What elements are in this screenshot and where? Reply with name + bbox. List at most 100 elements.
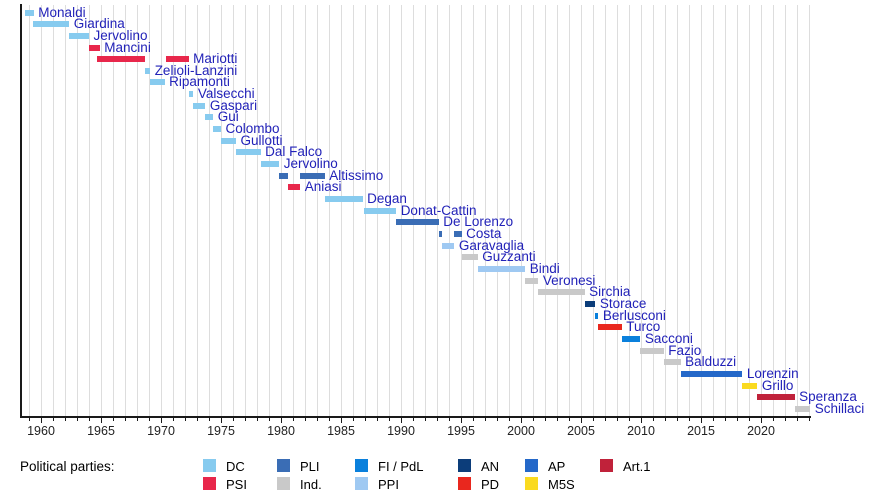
bar-jervolino[interactable]	[69, 32, 89, 39]
bar-de-lorenzo[interactable]	[396, 219, 439, 226]
bar-degan[interactable]	[324, 196, 363, 202]
bar-donat-cattin[interactable]	[363, 207, 397, 214]
legend-swatch-ppi	[355, 477, 368, 490]
label-garavaglia[interactable]: Garavaglia	[458, 237, 525, 253]
minor-tick	[317, 417, 318, 421]
bar-valsecchi[interactable]	[188, 91, 194, 98]
minor-tick	[233, 417, 234, 421]
bar-jervolino[interactable]	[260, 161, 280, 167]
bar-lorenzin[interactable]	[680, 370, 743, 377]
bar-altissimo[interactable]	[300, 172, 325, 179]
gridline	[629, 5, 630, 417]
bar-ripamonti[interactable]	[150, 79, 165, 86]
bar-mariotti[interactable]	[97, 56, 146, 63]
bar-altissimo[interactable]	[279, 172, 288, 179]
tick-label-2010: 2010	[627, 424, 655, 438]
label-gui[interactable]: Gui	[217, 109, 239, 125]
label-jervolino[interactable]: Jervolino	[93, 27, 148, 43]
legend-label-ppi: PPI	[378, 477, 399, 492]
label-berlusconi[interactable]: Berlusconi	[602, 307, 666, 323]
gridline	[305, 5, 306, 417]
label-mariotti[interactable]: Mariotti	[193, 51, 238, 67]
bar-bindi[interactable]	[477, 265, 526, 272]
label-mancini[interactable]: Mancini	[104, 39, 151, 55]
label-schillaci[interactable]: Schillaci	[814, 400, 865, 416]
minor-tick	[509, 417, 510, 421]
label-sacconi[interactable]: Sacconi	[644, 330, 693, 346]
label-de-lorenzo[interactable]: De Lorenzo	[443, 214, 514, 230]
label-donat-cattin[interactable]: Donat-Cattin	[400, 202, 477, 218]
bar-speranza[interactable]	[757, 394, 795, 401]
label-zelioli-lanzini[interactable]: Zelioli-Lanzini	[154, 62, 238, 78]
bar-grillo[interactable]	[742, 382, 758, 389]
bar-giardina[interactable]	[33, 21, 70, 28]
bar-dal-falco[interactable]	[236, 149, 261, 156]
label-lorenzin[interactable]: Lorenzin	[746, 365, 799, 381]
major-tick	[101, 417, 102, 423]
bar-monaldi[interactable]	[25, 9, 34, 16]
label-grillo[interactable]: Grillo	[761, 377, 794, 393]
bar-fazio[interactable]	[640, 347, 664, 354]
legend-swatch-pli	[277, 459, 290, 472]
label-sirchia[interactable]: Sirchia	[589, 284, 631, 300]
gridline	[173, 5, 174, 417]
label-valsecchi[interactable]: Valsecchi	[197, 86, 255, 102]
gridline	[569, 5, 570, 417]
bar-veronesi[interactable]	[525, 277, 539, 284]
label-altissimo[interactable]: Altissimo	[329, 167, 384, 183]
bar-balduzzi[interactable]	[663, 359, 681, 366]
minor-tick	[365, 417, 366, 421]
bar-costa[interactable]	[438, 230, 443, 237]
gridline	[185, 5, 186, 417]
bar-guzzanti[interactable]	[461, 254, 478, 261]
label-gaspari[interactable]: Gaspari	[209, 97, 258, 113]
bar-garavaglia[interactable]	[442, 242, 455, 249]
gridline	[29, 5, 30, 417]
label-speranza[interactable]: Speranza	[799, 389, 857, 405]
bar-storace[interactable]	[584, 300, 596, 307]
bar-colombo[interactable]	[213, 126, 221, 133]
label-gullotti[interactable]: Gullotti	[240, 132, 283, 148]
label-costa[interactable]: Costa	[466, 225, 502, 241]
label-ripamonti[interactable]: Ripamonti	[169, 74, 230, 90]
label-colombo[interactable]: Colombo	[225, 121, 280, 137]
bar-gui[interactable]	[205, 114, 214, 121]
label-degan[interactable]: Degan	[367, 191, 407, 206]
label-aniasi[interactable]: Aniasi	[304, 179, 342, 195]
legend-label-pd: PD	[481, 477, 500, 492]
label-storace[interactable]: Storace	[599, 295, 647, 311]
bar-mancini[interactable]	[89, 44, 100, 51]
label-jervolino[interactable]: Jervolino	[283, 156, 338, 171]
bar-gaspari[interactable]	[193, 102, 206, 109]
bar-mariotti[interactable]	[165, 56, 189, 63]
bar-sacconi[interactable]	[621, 335, 641, 342]
minor-tick	[29, 417, 30, 421]
gridline	[713, 5, 714, 417]
label-turco[interactable]: Turco	[626, 319, 661, 335]
minor-tick	[89, 417, 90, 421]
label-veronesi[interactable]: Veronesi	[542, 272, 596, 288]
gridline	[401, 5, 402, 417]
bar-sirchia[interactable]	[538, 289, 585, 296]
bar-gullotti[interactable]	[221, 137, 236, 144]
major-tick	[221, 417, 222, 423]
bar-schillaci[interactable]	[794, 405, 811, 412]
label-giardina[interactable]: Giardina	[73, 16, 125, 32]
minor-tick	[677, 417, 678, 421]
label-guzzanti[interactable]: Guzzanti	[482, 249, 536, 265]
label-dal-falco[interactable]: Dal Falco	[265, 144, 323, 160]
gridline	[665, 5, 666, 417]
label-monaldi[interactable]: Monaldi	[38, 4, 86, 20]
gridline	[353, 5, 354, 417]
label-balduzzi[interactable]: Balduzzi	[685, 354, 737, 370]
legend-label-an: AN	[481, 459, 500, 474]
bar-zelioli-lanzini[interactable]	[145, 67, 151, 74]
bar-costa[interactable]	[454, 230, 462, 237]
label-fazio[interactable]: Fazio	[668, 342, 702, 358]
bar-aniasi[interactable]	[287, 184, 301, 191]
minor-tick	[197, 417, 198, 421]
major-tick	[461, 417, 462, 423]
bar-berlusconi[interactable]	[595, 312, 599, 319]
bar-turco[interactable]	[598, 324, 622, 331]
label-bindi[interactable]: Bindi	[529, 260, 560, 276]
